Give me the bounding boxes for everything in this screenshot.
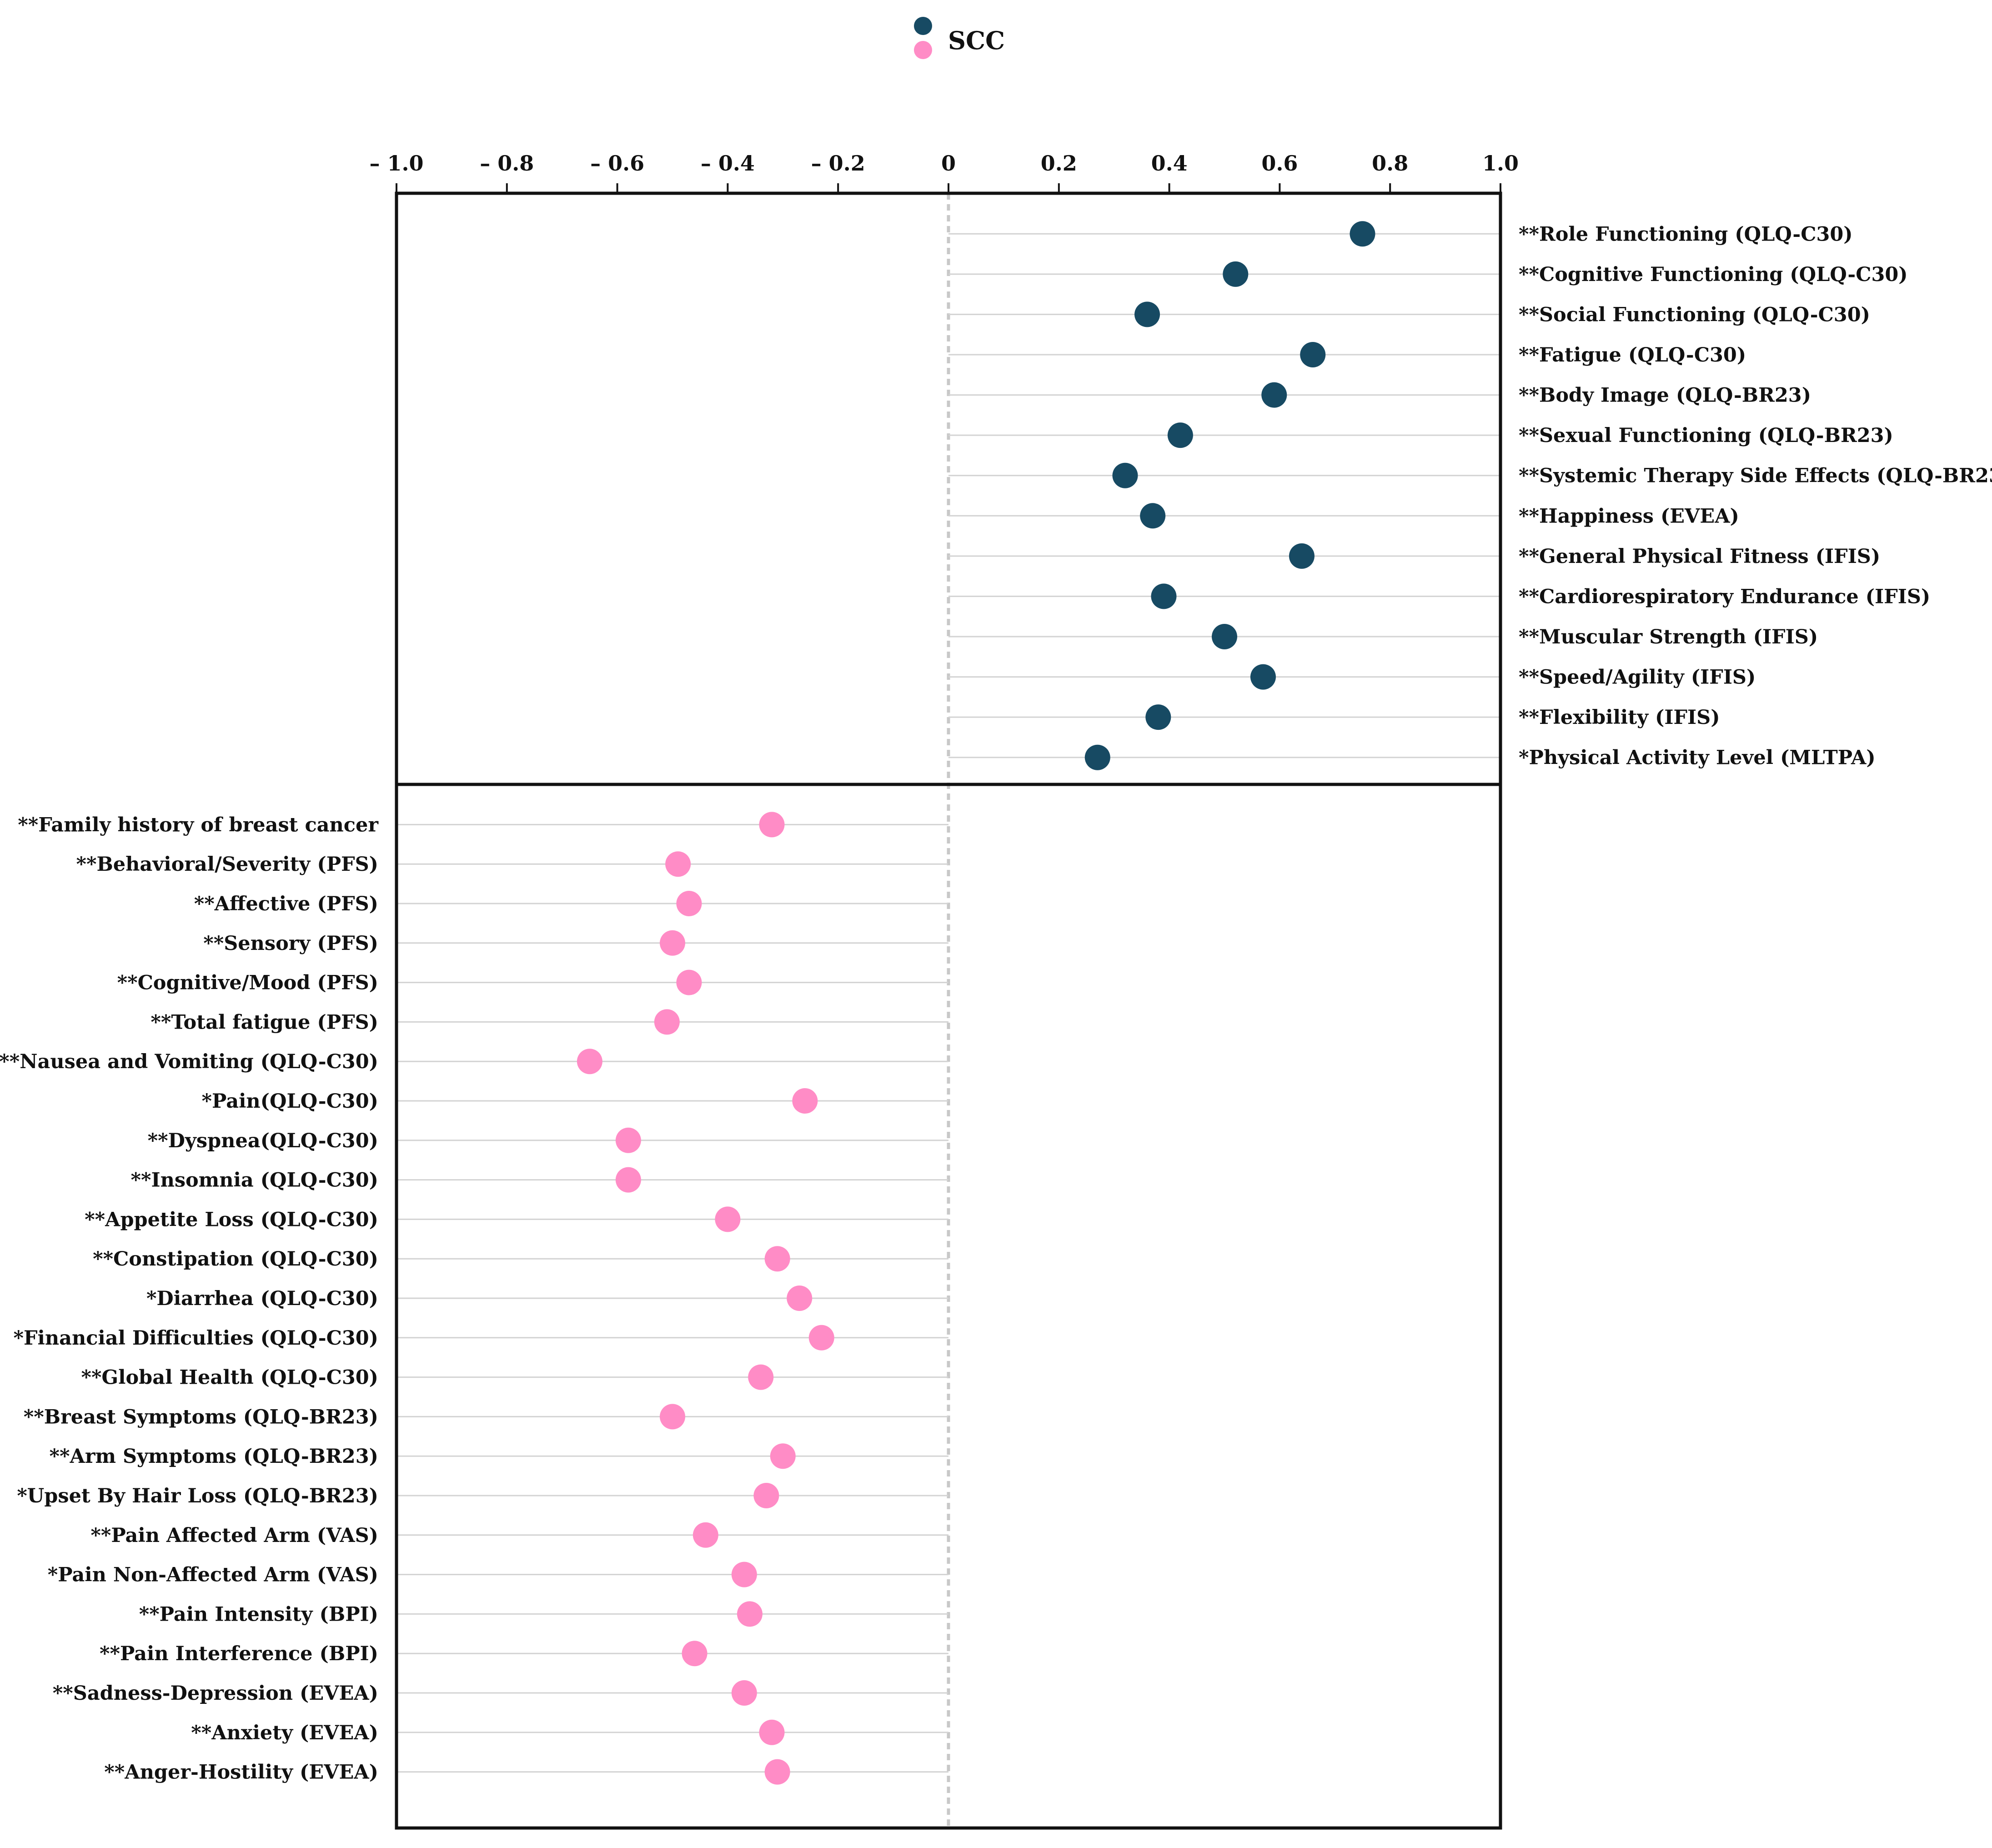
data-point bbox=[1140, 503, 1166, 529]
data-point bbox=[660, 930, 685, 956]
row-label: **Breast Symptoms (QLQ-BR23) bbox=[24, 1406, 378, 1428]
data-point bbox=[759, 1719, 785, 1745]
data-point bbox=[753, 1483, 779, 1508]
data-point bbox=[770, 1443, 796, 1469]
row-label: **Happiness (EVEA) bbox=[1519, 505, 1739, 527]
row-label: **Social Functioning (QLQ-C30) bbox=[1519, 303, 1870, 326]
x-tick-label: 0 bbox=[941, 151, 956, 176]
x-axis: – 1.0 – 0.8 – 0.6 – 0.4 – 0.2 0 0.2 0.4 0.6 0.8 1.… bbox=[369, 151, 1519, 1828]
legend-label: SCC bbox=[948, 26, 1005, 55]
negative-panel: **Family history of breast cancer **Behav… bbox=[0, 812, 948, 1785]
data-point bbox=[1112, 462, 1138, 488]
positive-panel: **Role Functioning (QLQ-C30) **Cognitive … bbox=[948, 221, 1992, 770]
row-label: **Systemic Therapy Side Effects (QLQ-BR2… bbox=[1519, 465, 1992, 487]
row-label: *Physical Activity Level (MLTPA) bbox=[1519, 747, 1876, 769]
data-point bbox=[1134, 301, 1160, 327]
x-tick-label: 0.2 bbox=[1041, 151, 1077, 176]
row-label: **General Physical Fitness (IFIS) bbox=[1519, 545, 1880, 568]
row-label: **Appetite Loss (QLQ-C30) bbox=[85, 1208, 378, 1231]
data-point bbox=[1289, 543, 1315, 569]
data-point bbox=[682, 1641, 707, 1667]
data-point bbox=[1167, 422, 1193, 448]
row-label: **Cognitive/Mood (PFS) bbox=[117, 972, 378, 994]
row-label: **Sensory (PFS) bbox=[203, 932, 378, 955]
data-point bbox=[731, 1680, 757, 1706]
plot-border bbox=[395, 191, 1502, 1830]
row-label: **Muscular Strength (IFIS) bbox=[1519, 626, 1818, 648]
data-point bbox=[615, 1127, 641, 1153]
row-label: **Insomnia (QLQ-C30) bbox=[131, 1169, 379, 1192]
row-label: **Sadness-Depression (EVEA) bbox=[53, 1682, 378, 1705]
data-point bbox=[787, 1286, 813, 1311]
plot-frame bbox=[395, 191, 1502, 1830]
data-point bbox=[715, 1206, 741, 1232]
row-label: **Pain Intensity (BPI) bbox=[139, 1603, 378, 1626]
x-tick-label: 0.6 bbox=[1261, 151, 1298, 176]
x-tick-label: 0.4 bbox=[1151, 151, 1188, 176]
data-point bbox=[764, 1759, 790, 1785]
legend-marker-negative bbox=[914, 41, 932, 59]
data-point bbox=[1084, 744, 1110, 770]
data-point bbox=[792, 1088, 818, 1114]
row-label: **Flexibility (IFIS) bbox=[1519, 706, 1720, 729]
x-tick-label: 0.8 bbox=[1372, 151, 1408, 176]
data-point bbox=[676, 891, 702, 916]
data-point bbox=[731, 1562, 757, 1587]
x-tick-label: – 0.2 bbox=[811, 151, 865, 176]
data-point bbox=[1145, 704, 1171, 730]
row-label: **Sexual Functioning (QLQ-BR23) bbox=[1519, 424, 1893, 447]
row-label: **Body Image (QLQ-BR23) bbox=[1519, 384, 1811, 407]
data-point bbox=[1350, 221, 1375, 247]
data-point bbox=[1151, 583, 1177, 609]
data-point bbox=[808, 1325, 834, 1351]
data-point bbox=[759, 812, 785, 838]
row-label: *Financial Difficulties (QLQ-C30) bbox=[13, 1327, 378, 1350]
row-label: *Upset By Hair Loss (QLQ-BR23) bbox=[17, 1485, 378, 1507]
row-label: **Anger-Hostility (EVEA) bbox=[104, 1761, 378, 1784]
row-label: **Global Health (QLQ-C30) bbox=[81, 1366, 378, 1389]
row-label: **Family history of breast cancer bbox=[18, 814, 379, 836]
x-tick-label: – 0.4 bbox=[701, 151, 755, 176]
data-point bbox=[764, 1246, 790, 1272]
row-label: *Pain Non-Affected Arm (VAS) bbox=[48, 1564, 378, 1587]
row-label: **Pain Affected Arm (VAS) bbox=[90, 1524, 378, 1547]
row-label: **Behavioral/Severity (PFS) bbox=[76, 853, 378, 876]
row-label: **Pain Interference (BPI) bbox=[100, 1642, 378, 1665]
row-label: **Cognitive Functioning (QLQ-C30) bbox=[1519, 263, 1908, 286]
data-point bbox=[1300, 342, 1326, 367]
data-point bbox=[615, 1167, 641, 1193]
data-point bbox=[654, 1009, 680, 1035]
legend: SCC bbox=[914, 17, 1005, 59]
data-point bbox=[665, 851, 691, 877]
row-label: **Affective (PFS) bbox=[194, 893, 378, 915]
row-label: **Nausea and Vomiting (QLQ-C30) bbox=[0, 1050, 378, 1073]
row-label: **Cardiorespiratory Endurance (IFIS) bbox=[1519, 585, 1930, 608]
x-tick-label: – 1.0 bbox=[369, 151, 423, 176]
row-label: **Dyspnea(QLQ-C30) bbox=[148, 1130, 378, 1152]
data-point bbox=[660, 1404, 685, 1430]
data-point bbox=[1261, 382, 1287, 408]
row-label: **Total fatigue (PFS) bbox=[151, 1011, 378, 1034]
data-point bbox=[1223, 261, 1249, 287]
row-label: *Diarrhea (QLQ-C30) bbox=[146, 1287, 378, 1310]
row-label: **Arm Symptoms (QLQ-BR23) bbox=[50, 1445, 378, 1468]
x-tick-label: – 0.6 bbox=[590, 151, 644, 176]
row-label: **Constipation (QLQ-C30) bbox=[93, 1248, 378, 1270]
data-point bbox=[692, 1522, 718, 1548]
row-label: **Anxiety (EVEA) bbox=[191, 1722, 378, 1744]
data-point bbox=[1212, 624, 1237, 649]
data-point bbox=[577, 1049, 602, 1075]
row-label: **Role Functioning (QLQ-C30) bbox=[1519, 223, 1853, 246]
data-point bbox=[748, 1364, 774, 1390]
row-label: *Pain(QLQ-C30) bbox=[202, 1090, 378, 1113]
x-tick-label: 1.0 bbox=[1482, 151, 1519, 176]
data-point bbox=[737, 1601, 763, 1627]
row-label: **Fatigue (QLQ-C30) bbox=[1519, 344, 1746, 367]
legend-marker-positive bbox=[914, 17, 932, 35]
data-point bbox=[676, 969, 702, 995]
data-point bbox=[1250, 664, 1276, 690]
x-tick-label: – 0.8 bbox=[480, 151, 534, 176]
row-label: **Speed/Agility (IFIS) bbox=[1519, 666, 1756, 689]
